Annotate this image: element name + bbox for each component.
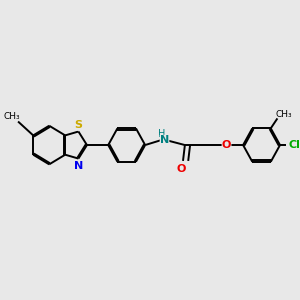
Text: CH₃: CH₃	[3, 112, 20, 121]
Text: H: H	[158, 129, 165, 139]
Text: N: N	[74, 161, 83, 171]
Text: S: S	[74, 120, 83, 130]
Text: O: O	[222, 140, 231, 150]
Text: Cl: Cl	[288, 140, 300, 150]
Text: O: O	[177, 164, 186, 174]
Text: CH₃: CH₃	[276, 110, 292, 119]
Text: N: N	[160, 135, 169, 145]
